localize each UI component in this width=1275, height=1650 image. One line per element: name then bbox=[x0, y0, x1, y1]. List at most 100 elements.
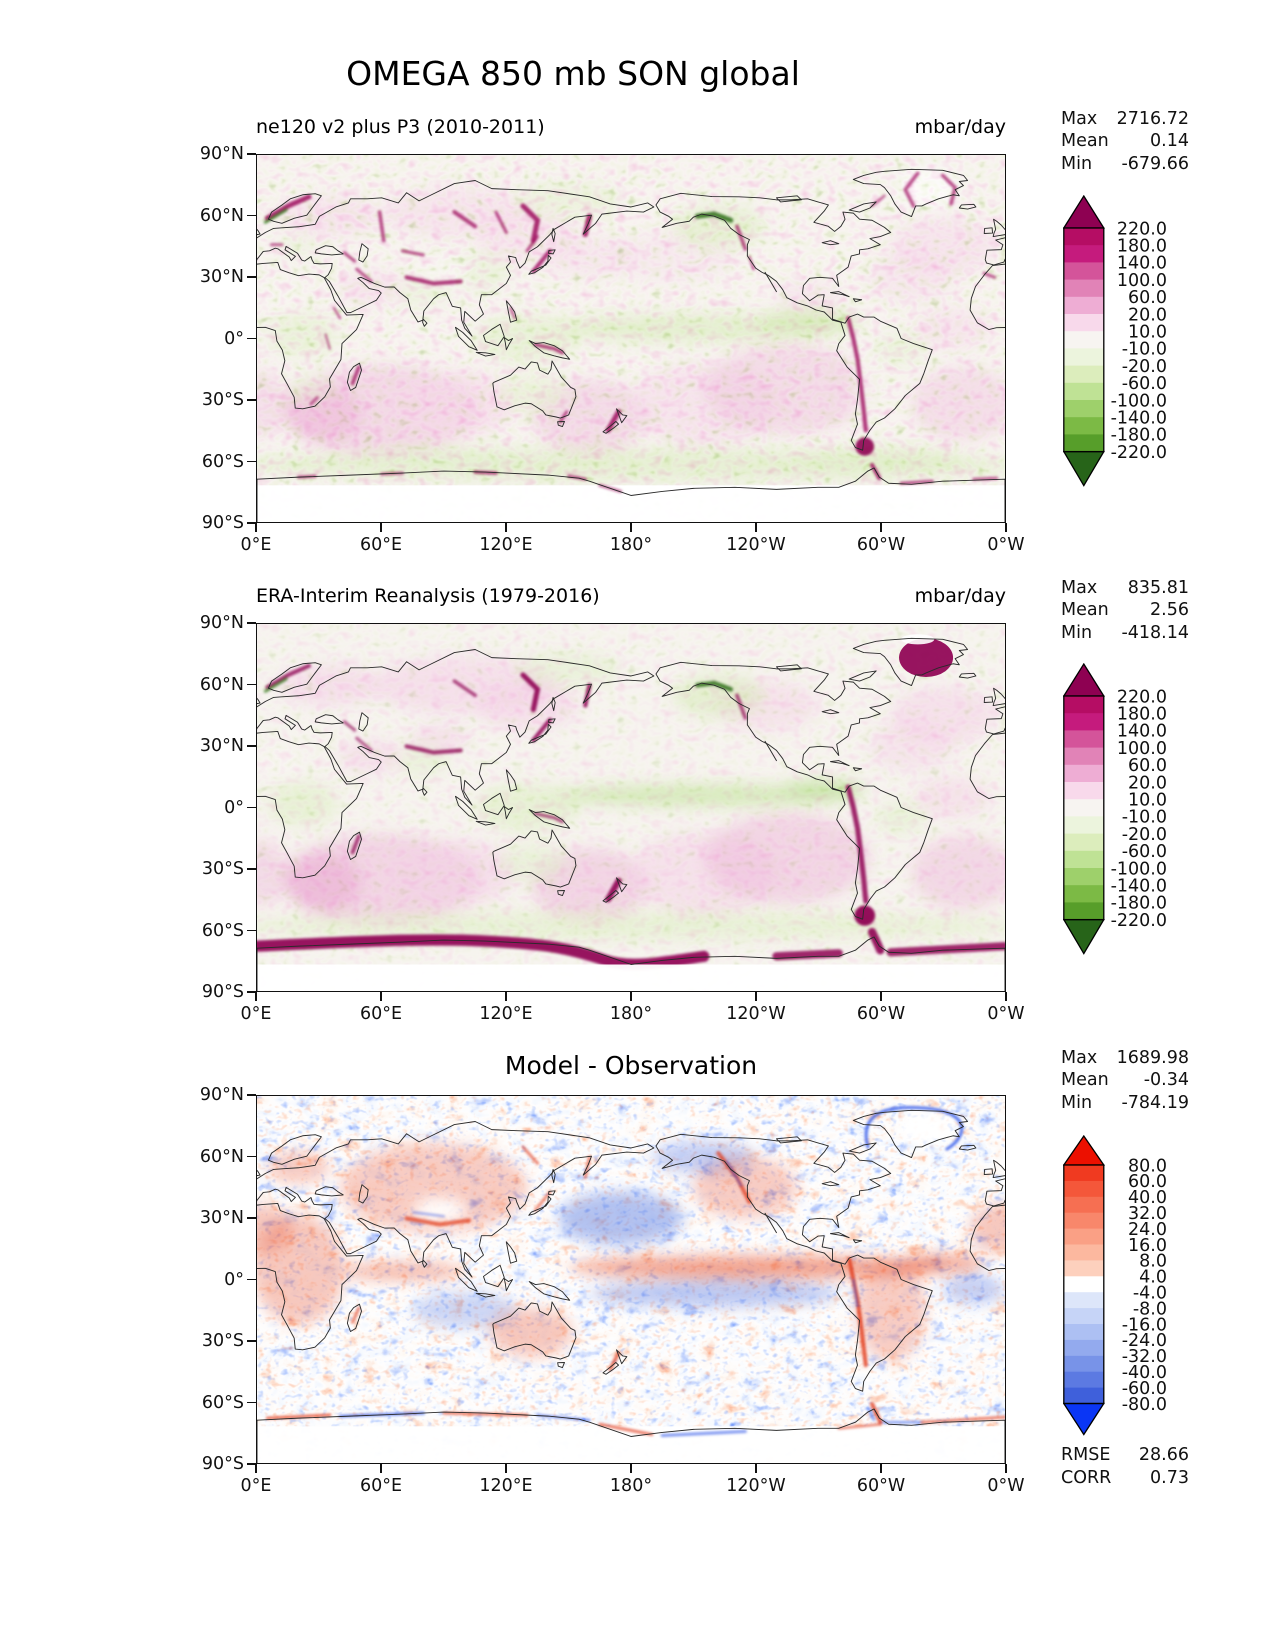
y-tick-mark bbox=[247, 276, 256, 278]
colorbar-canvas: 80.060.040.032.024.016.08.04.0-4.0-8.0-1… bbox=[1062, 1134, 1167, 1436]
y-tick-mark bbox=[247, 1278, 256, 1281]
colorbar-segment bbox=[1063, 434, 1104, 453]
colorbar-tick-label: 100.0 bbox=[1117, 739, 1167, 759]
stat-label: Mean bbox=[1061, 1070, 1109, 1091]
x-tick-label: 0°E bbox=[240, 1476, 272, 1496]
x-tick-label: 0°E bbox=[240, 1004, 272, 1024]
stat-value: 1689.98 bbox=[1116, 1048, 1189, 1068]
stat-value: -0.34 bbox=[1143, 1070, 1189, 1091]
stats-diff: Max 1689.98 Mean -0.34 Min -784.19 bbox=[1061, 1047, 1189, 1114]
colorbar-segment bbox=[1063, 696, 1104, 714]
y-tick-label: 30°S bbox=[201, 390, 244, 410]
x-tick-mark bbox=[505, 523, 507, 532]
x-tick-label: 60°W bbox=[856, 535, 906, 555]
colorbar-tick-label: -24.0 bbox=[1122, 1331, 1167, 1351]
x-tick-mark bbox=[1005, 992, 1007, 1001]
x-tick-label: 0°W bbox=[987, 1476, 1025, 1496]
colorbar-segment bbox=[1063, 296, 1104, 315]
colorbar-tick-label: 220.0 bbox=[1117, 687, 1167, 707]
metric-value: 0.73 bbox=[1150, 1468, 1189, 1488]
antarctica-interior bbox=[257, 485, 1005, 522]
colorbar-tick-label: -32.0 bbox=[1122, 1347, 1167, 1367]
x-tick-label: 0°W bbox=[987, 535, 1025, 555]
stat-label: Min bbox=[1061, 622, 1093, 643]
y-tick-label: 30°S bbox=[201, 1331, 244, 1351]
x-tick-label: 120°W bbox=[726, 535, 786, 555]
y-tick-label: 90°S bbox=[201, 513, 244, 533]
colorbar-segment bbox=[1063, 1228, 1104, 1246]
colorbar-segment bbox=[1063, 850, 1104, 869]
figure-title: OMEGA 850 mb SON global bbox=[346, 54, 800, 93]
colorbar-segment bbox=[1063, 262, 1104, 281]
colorbar-tick-label: 16.0 bbox=[1128, 1236, 1167, 1256]
colorbar-tick-label: -100.0 bbox=[1111, 391, 1167, 411]
x-tick-mark bbox=[880, 523, 882, 532]
colorbar-canvas: 220.0180.0140.0100.060.020.010.0-10.0-20… bbox=[1062, 194, 1167, 487]
colorbar-segment bbox=[1063, 1180, 1104, 1198]
x-tick-mark bbox=[505, 992, 507, 1001]
colorbar-segment bbox=[1063, 331, 1104, 349]
colorbar-tick-label: 24.0 bbox=[1128, 1220, 1167, 1240]
x-tick-mark bbox=[255, 1464, 257, 1473]
colorbar-segment bbox=[1063, 1292, 1104, 1309]
y-tick-label: 90°S bbox=[201, 1454, 244, 1474]
colorbar-tick-label: -20.0 bbox=[1122, 825, 1167, 845]
colorbar-segment bbox=[1063, 1165, 1104, 1182]
colorbar-tick-label: 180.0 bbox=[1117, 705, 1167, 725]
y-tick-label: 90°S bbox=[201, 982, 244, 1002]
x-tick-label: 0°E bbox=[240, 535, 272, 555]
stat-label: Min bbox=[1061, 153, 1093, 174]
stat-label: Max bbox=[1061, 1048, 1098, 1068]
x-tick-mark bbox=[380, 523, 382, 532]
y-tick-mark bbox=[247, 1463, 256, 1465]
y-tick-mark bbox=[247, 1094, 256, 1096]
colorbar-tick-label: 180.0 bbox=[1117, 237, 1167, 257]
colorbar-tick-label: -20.0 bbox=[1122, 357, 1167, 377]
y-tick-mark bbox=[247, 337, 256, 340]
colorbar-tick-label: -10.0 bbox=[1122, 340, 1167, 360]
stat-label: Mean bbox=[1061, 600, 1109, 621]
panel-units-model: mbar/day bbox=[914, 116, 1006, 138]
stat-label: Min bbox=[1061, 1092, 1093, 1113]
colorbar-canvas: 220.0180.0140.0100.060.020.010.0-10.0-20… bbox=[1062, 662, 1167, 955]
x-tick-mark bbox=[1005, 1464, 1007, 1473]
map-diff-canvas bbox=[257, 1096, 1005, 1463]
y-tick-label: 90°N bbox=[199, 1085, 244, 1105]
colorbar-tick-label: -16.0 bbox=[1122, 1315, 1167, 1335]
colorbar-outline bbox=[1063, 1164, 1105, 1405]
colorbar-segment bbox=[1063, 1244, 1104, 1261]
x-tick-label: 60°E bbox=[359, 1004, 403, 1024]
panel-subtitle-model: ne120 v2 plus P3 (2010-2011) bbox=[256, 116, 545, 138]
y-tick-mark bbox=[247, 1401, 256, 1404]
colorbar-tick-label: 4.0 bbox=[1139, 1268, 1167, 1288]
colorbar-tick-label: 80.0 bbox=[1128, 1156, 1167, 1176]
stat-value: 2.56 bbox=[1150, 600, 1189, 621]
colorbar-segment bbox=[1063, 799, 1104, 817]
colorbar-lower-arrow bbox=[1062, 918, 1105, 955]
colorbar-tick-label: -100.0 bbox=[1111, 859, 1167, 879]
y-tick-label: 30°N bbox=[199, 267, 244, 287]
stat-value: -679.66 bbox=[1121, 153, 1189, 174]
metric-label: CORR bbox=[1061, 1468, 1112, 1488]
y-tick-label: 0° bbox=[224, 1269, 244, 1290]
y-tick-mark bbox=[247, 522, 256, 524]
colorbar-tick-label: 140.0 bbox=[1117, 254, 1167, 274]
y-tick-mark bbox=[247, 460, 256, 463]
x-tick-label: 120°E bbox=[479, 535, 533, 555]
colorbar-segment bbox=[1063, 1387, 1104, 1405]
y-tick-mark bbox=[247, 745, 256, 747]
colorbar-model: 220.0 180.0 140.0 100.0 60.0 20.0 10.0 -10.0 -20… bbox=[1062, 194, 1173, 491]
x-tick-label: 180° bbox=[609, 535, 653, 555]
colorbar-tick-label: 8.0 bbox=[1139, 1252, 1167, 1272]
map-noise-texture bbox=[257, 155, 1005, 522]
colorbar-tick-label: -60.0 bbox=[1122, 374, 1167, 394]
colorbar-segment bbox=[1063, 228, 1104, 246]
x-tick-label: 60°E bbox=[359, 535, 403, 555]
colorbar-tick-label: 32.0 bbox=[1128, 1204, 1167, 1224]
colorbar-tick-label: 10.0 bbox=[1128, 791, 1167, 811]
colorbar-segment bbox=[1063, 713, 1104, 731]
x-tick-mark bbox=[880, 1464, 882, 1473]
colorbar-tick-label: -220.0 bbox=[1111, 443, 1167, 463]
y-tick-label: 60°N bbox=[199, 205, 244, 226]
